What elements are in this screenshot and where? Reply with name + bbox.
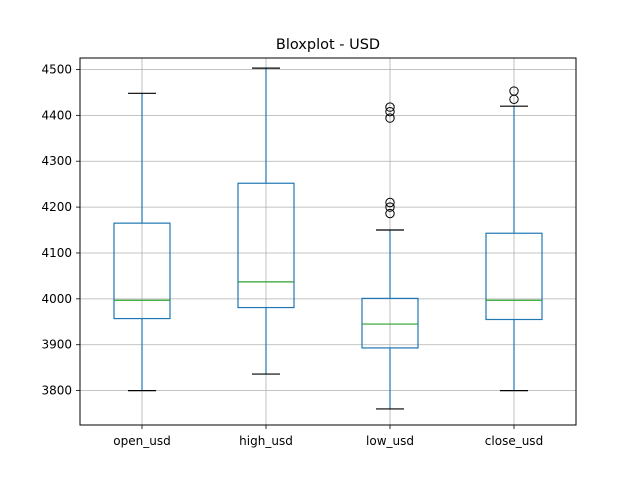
iqr-box [237, 182, 295, 309]
outlier-point [385, 106, 395, 117]
x-tick-label: open_usd [113, 434, 170, 448]
box-close_usd [485, 86, 543, 392]
y-tick-label: 4100 [41, 246, 72, 260]
x-tick-label: close_usd [485, 434, 543, 448]
outlier-point [385, 197, 395, 208]
y-axis: 3800 3900 4000 4100 4200 4300 4400 4500 [41, 62, 80, 398]
outlier-point [509, 86, 519, 96]
outlier-point [385, 202, 395, 212]
outlier-point [385, 208, 395, 219]
boxes-group [113, 67, 543, 410]
grid-lines [80, 58, 576, 425]
x-tick-label: low_usd [366, 434, 414, 448]
iqr-box [485, 232, 543, 321]
box-low_usd [361, 102, 419, 410]
y-tick-label: 4300 [41, 154, 72, 168]
y-tick-label: 4000 [41, 292, 72, 306]
outlier-point [385, 113, 395, 123]
x-tick-label: high_usd [239, 434, 293, 448]
chart-title: Bloxplot - USD [276, 37, 380, 53]
outlier-point [385, 102, 395, 112]
y-tick-label: 3800 [41, 384, 72, 398]
x-axis: open_usd high_usd low_usd close_usd [113, 425, 543, 448]
y-tick-label: 3900 [41, 338, 72, 352]
iqr-box [113, 222, 171, 320]
y-tick-label: 4200 [41, 200, 72, 214]
y-tick-label: 4500 [41, 62, 72, 76]
iqr-box [361, 297, 419, 349]
y-tick-label: 4400 [41, 108, 72, 122]
box-high_usd [237, 67, 295, 375]
plot-frame [79, 57, 577, 426]
box-open_usd [113, 92, 171, 392]
